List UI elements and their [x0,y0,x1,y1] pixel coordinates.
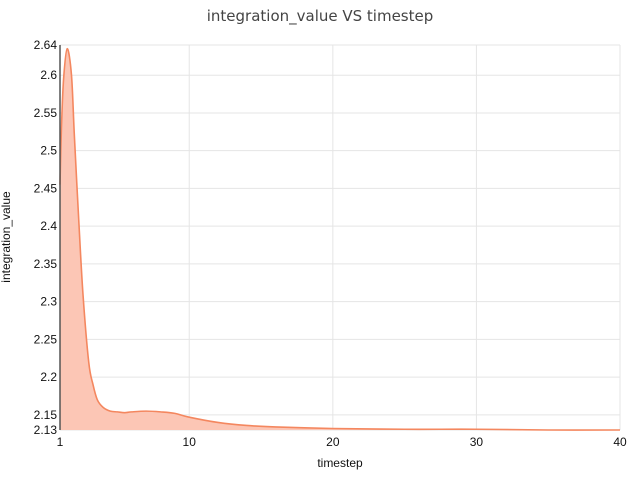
x-axis-label: timestep [317,456,363,470]
grid [60,44,621,431]
y-tick-label: 2.5 [40,144,57,158]
y-tick-label: 2.13 [34,423,58,437]
chart-title: integration_value VS timestep [207,7,434,26]
y-tick-label: 2.35 [34,257,58,271]
y-tick-label: 2.25 [34,332,58,346]
x-tick-label: 10 [183,435,197,449]
plot-area [59,47,621,431]
y-tick-label: 2.2 [40,370,57,384]
x-tick-label: 30 [470,435,484,449]
y-tick-label: 2.45 [34,181,58,195]
y-tick-label: 2.55 [34,106,58,120]
y-tick-label: 2.4 [40,219,57,233]
y-tick-label: 2.64 [34,38,58,52]
x-tick-label: 20 [326,435,340,449]
x-tick-label: 40 [613,435,627,449]
y-tick-label: 2.15 [34,408,58,422]
series-line [59,47,621,431]
axes: 2.132.15 2.2 2.25 2.3 2.35 2.4 2.45 2.5 2.55 2.6 2… [34,38,627,449]
x-tick-label: 1 [57,435,64,449]
y-tick-label: 2.3 [40,295,57,309]
area-fill [60,48,620,431]
y-axis-label: integration_value [0,191,13,283]
y-tick-label: 2.6 [40,68,57,82]
